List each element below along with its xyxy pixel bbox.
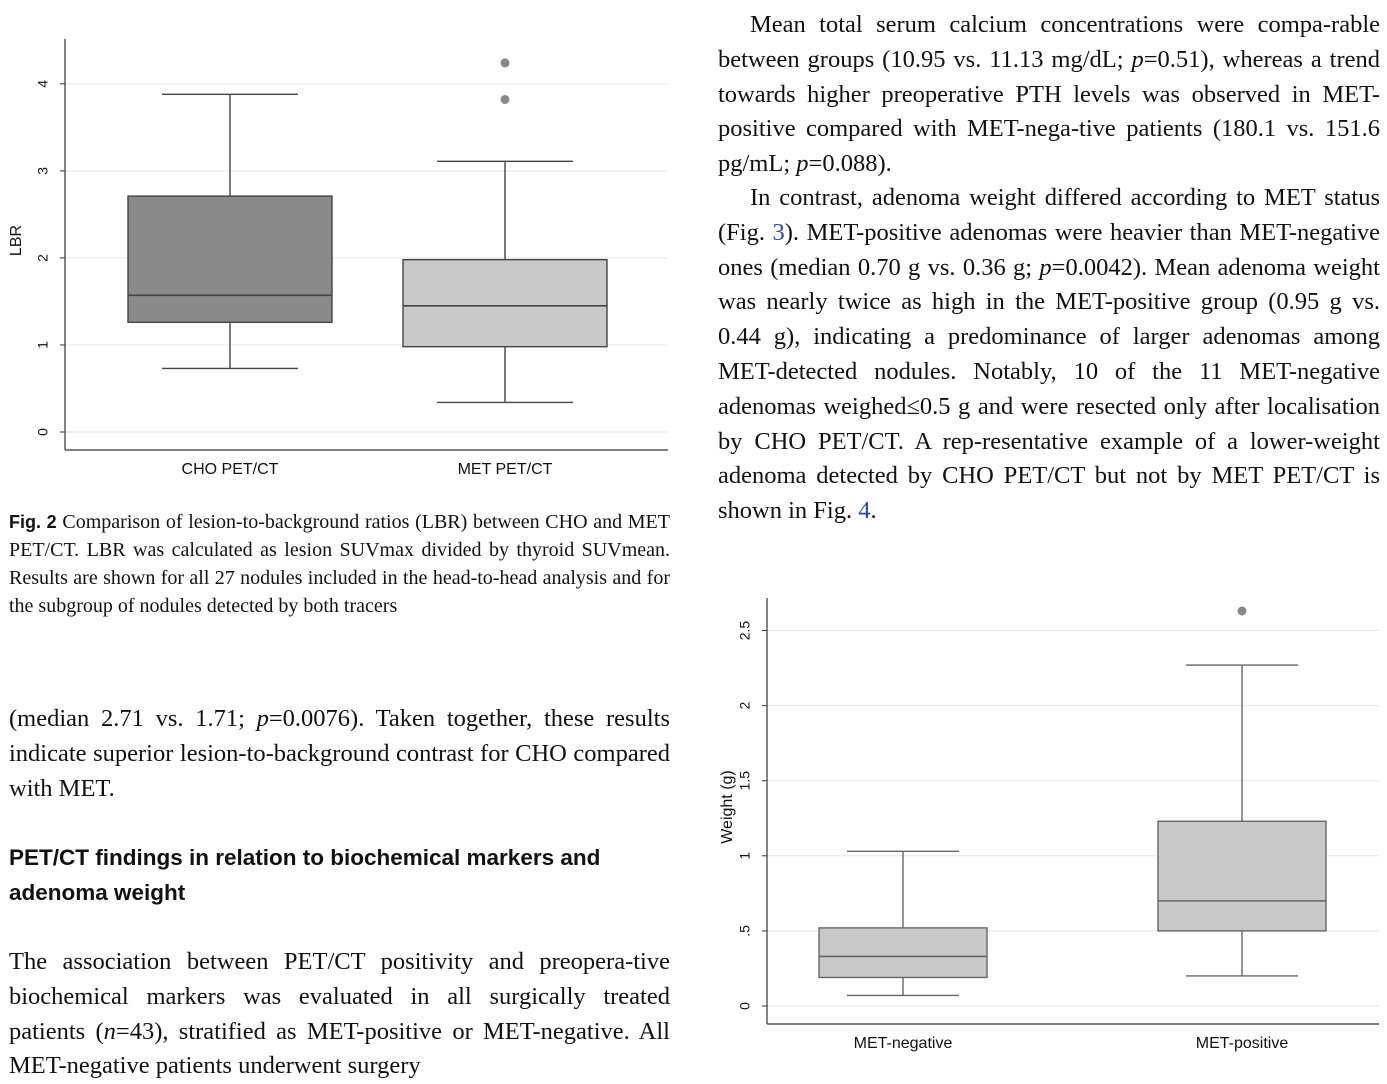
right-para2-text-b: ). MET-positive adenomas were heavier th… (718, 218, 1380, 281)
right-paragraph-1: Mean total serum calcium concentrations … (718, 8, 1380, 182)
x-category-label: MET PET/CT (458, 461, 553, 478)
y-tick-label: 0 (737, 1002, 753, 1010)
weight-boxplot-svg: 0 .5 1 1.5 2 2.5 Weight (g) MET-negative MET-pos… (719, 598, 1379, 1052)
y-tick-label: 2.5 (737, 621, 753, 641)
left-para1-text-b: =0.0076). Taken together, these results … (9, 705, 670, 802)
outlier-point (500, 58, 510, 68)
y-tick-label: 1 (35, 341, 51, 349)
weight-boxplot-chart: 0 .5 1 1.5 2 2.5 Weight (g) MET-negative MET-pos… (705, 570, 1387, 1078)
left-para1-p-symbol: p (256, 705, 269, 732)
right-paragraph-2: In contrast, adenoma weight differed acc… (718, 181, 1380, 529)
fig4-reference-link[interactable]: 4 (858, 497, 871, 525)
left-paragraph-2: The association between PET/CT positivit… (9, 945, 670, 1084)
right-para1-p-symbol-1: p (1131, 45, 1144, 73)
y-tick-label: .5 (737, 925, 753, 937)
right-para2-text-c: =0.0042). Mean adenoma weight was nearly… (718, 253, 1380, 525)
lbr-boxplot-chart: 0 1 2 3 4 LBR CHO PET/CT MET PET/CT (0, 0, 680, 490)
section-heading: PET/CT findings in relation to biochemic… (9, 845, 601, 905)
right-para1-p-symbol-2: p (796, 150, 809, 178)
y-tick-label: 1 (737, 852, 753, 860)
y-axis-title: Weight (g) (719, 770, 736, 844)
iqr-box (818, 927, 988, 979)
x-category-label: MET-negative (854, 1035, 953, 1052)
right-para1-text-a: Mean total serum calcium concentrations … (718, 11, 1380, 73)
left-para2-text-b: =43), stratified as MET-positive or MET-… (9, 1017, 670, 1080)
x-category-label: CHO PET/CT (182, 461, 279, 478)
fig2-caption-text: Comparison of lesion-to-background ratio… (9, 511, 670, 617)
left-para1-text-a: (median 2.71 vs. 1.71; (9, 705, 257, 732)
iqr-box (402, 258, 608, 348)
y-axis-title: LBR (8, 225, 25, 256)
fig2-caption: Fig. 2 Comparison of lesion-to-backgroun… (9, 508, 670, 620)
y-tick-label: 4 (35, 80, 51, 88)
y-tick-label: 0 (35, 428, 51, 436)
y-tick-label: 1.5 (737, 771, 753, 791)
right-para1-text-c: =0.088). (808, 150, 892, 178)
iqr-box (1157, 820, 1327, 932)
lbr-boxplot-svg: 0 1 2 3 4 LBR CHO PET/CT MET PET/CT (8, 39, 668, 478)
left-paragraph-1: (median 2.71 vs. 1.71; p=0.0076). Taken … (9, 702, 670, 806)
iqr-box (127, 195, 333, 324)
y-tick-label: 2 (737, 702, 753, 710)
right-para2-p-symbol: p (1039, 253, 1052, 281)
right-para1-text-b: =0.51), whereas a trend towards higher p… (718, 45, 1380, 178)
fig3-reference-link[interactable]: 3 (772, 218, 785, 246)
x-category-label: MET-positive (1196, 1035, 1289, 1052)
left-para2-n-symbol: n (103, 1017, 116, 1045)
right-para2-text-d: . (870, 497, 877, 525)
outlier-point (500, 94, 510, 104)
left-para2-text-a: The association between PET/CT positivit… (9, 948, 670, 1045)
fig2-caption-label: Fig. 2 (9, 512, 57, 532)
y-tick-label: 2 (35, 254, 51, 262)
right-para2-text-a: In contrast, adenoma weight differed acc… (718, 184, 1380, 246)
y-tick-label: 3 (35, 167, 51, 175)
outlier-point (1237, 606, 1247, 616)
